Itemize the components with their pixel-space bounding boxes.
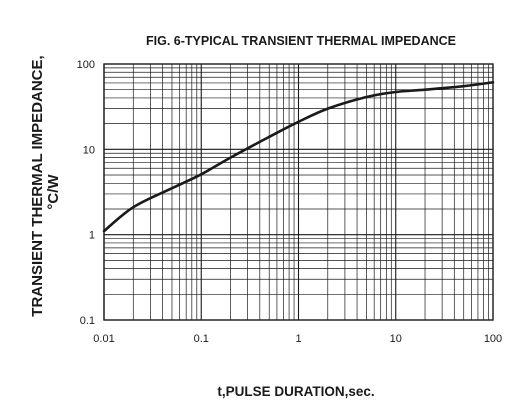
y-axis-label: TRANSIENT THERMAL IMPEDANCE, °C/W: [29, 55, 62, 316]
x-tick-label: 0.01: [93, 333, 114, 345]
x-axis-label: t,PULSE DURATION,sec.: [217, 384, 374, 399]
x-tick-label: 10: [390, 333, 402, 345]
y-tick-labels: 100 10 1 0.1: [77, 59, 95, 327]
series-line: [102, 81, 495, 233]
y-tick-label: 100: [77, 59, 95, 71]
plot-grid: [103, 64, 493, 321]
y-axis-label-line1: TRANSIENT THERMAL IMPEDANCE,: [29, 55, 46, 316]
y-tick-label: 1: [89, 230, 95, 242]
y-axis-label-line2: °C/W: [45, 174, 62, 210]
x-tick-label: 100: [484, 333, 502, 345]
x-tick-labels: 0.01 0.1 1 10 100: [93, 333, 502, 345]
plot-frame: [103, 63, 494, 321]
chart-title: FIG. 6-TYPICAL TRANSIENT THERMAL IMPEDAN…: [146, 34, 456, 48]
x-tick-label: 0.1: [194, 333, 209, 345]
y-tick-label: 0.1: [80, 315, 95, 327]
y-tick-label: 10: [83, 144, 95, 156]
x-tick-label: 1: [295, 333, 301, 345]
